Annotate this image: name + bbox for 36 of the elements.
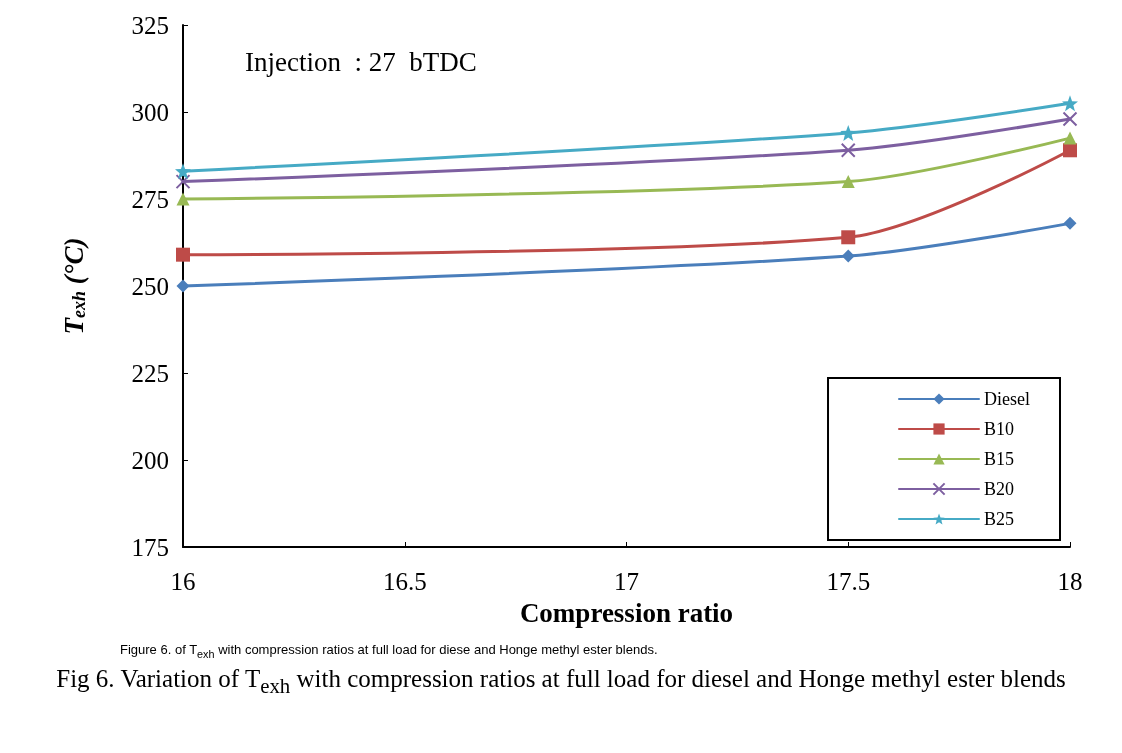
point: [841, 249, 855, 263]
legend-label: B10: [984, 419, 1015, 439]
point: [176, 279, 190, 293]
y-axis-title: Texh (°C): [59, 237, 89, 335]
x-tick-label: 16.5: [382, 568, 427, 595]
point: [1062, 111, 1078, 127]
point: [176, 192, 190, 206]
y-tick-label: 325: [131, 11, 169, 39]
point: [175, 163, 191, 180]
point: [1062, 95, 1078, 112]
legend-label: Diesel: [984, 389, 1030, 409]
point: [1063, 216, 1077, 230]
x-tick-label: 18: [1057, 568, 1083, 595]
legend-label: B15: [984, 449, 1015, 469]
y-tick-label: 175: [131, 533, 169, 561]
legend-label: B20: [984, 479, 1015, 499]
point: [176, 247, 190, 262]
y-tick-label: 225: [131, 359, 169, 387]
point: [841, 230, 856, 245]
point: [1063, 131, 1077, 145]
legend-label: B25: [984, 509, 1015, 529]
point: [841, 175, 855, 189]
annotation: Injection : 27 bTDC: [245, 46, 477, 77]
x-tick-label: 17: [614, 568, 639, 595]
point: [840, 124, 857, 141]
point: [175, 174, 191, 190]
caption: Figure 6. of T$_{exh}$ with compression ratios at full load for diese and Honge methyl ester blends.: [120, 642, 659, 660]
x-tick-label: 16: [170, 568, 196, 595]
y-tick-label: 200: [131, 446, 169, 474]
x-tick-label: 17.5: [826, 568, 871, 595]
y-tick-label: 250: [131, 272, 169, 300]
y-tick-label: 275: [131, 185, 169, 213]
x-axis-title: Compression ratio: [519, 597, 734, 628]
caption: Fig 6. Variation of T$_{exh}$ with compression ratios at full load for diesel and Honge methyl ester blends: [55, 664, 1067, 700]
y-tick-label: 300: [131, 98, 169, 126]
point: [840, 142, 856, 158]
